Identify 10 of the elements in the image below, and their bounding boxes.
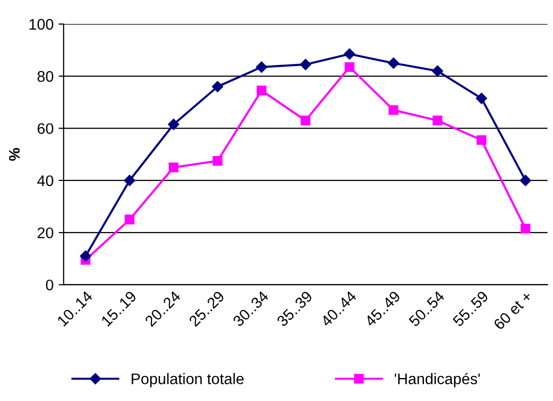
legend-label: Population totale	[132, 373, 244, 388]
y-tick-label: 80	[38, 71, 54, 82]
y-axis-title: %	[9, 148, 20, 161]
legend-label: 'Handicapés'	[394, 372, 480, 388]
y-tick-label: 60	[38, 123, 54, 134]
y-tick-label: 0	[46, 280, 54, 290]
x-tick-label: 60 et +	[492, 290, 533, 330]
y-tick-label: 100	[30, 18, 54, 30]
y-tick-label: 20	[38, 227, 54, 238]
y-tick-label: 40	[37, 175, 54, 186]
